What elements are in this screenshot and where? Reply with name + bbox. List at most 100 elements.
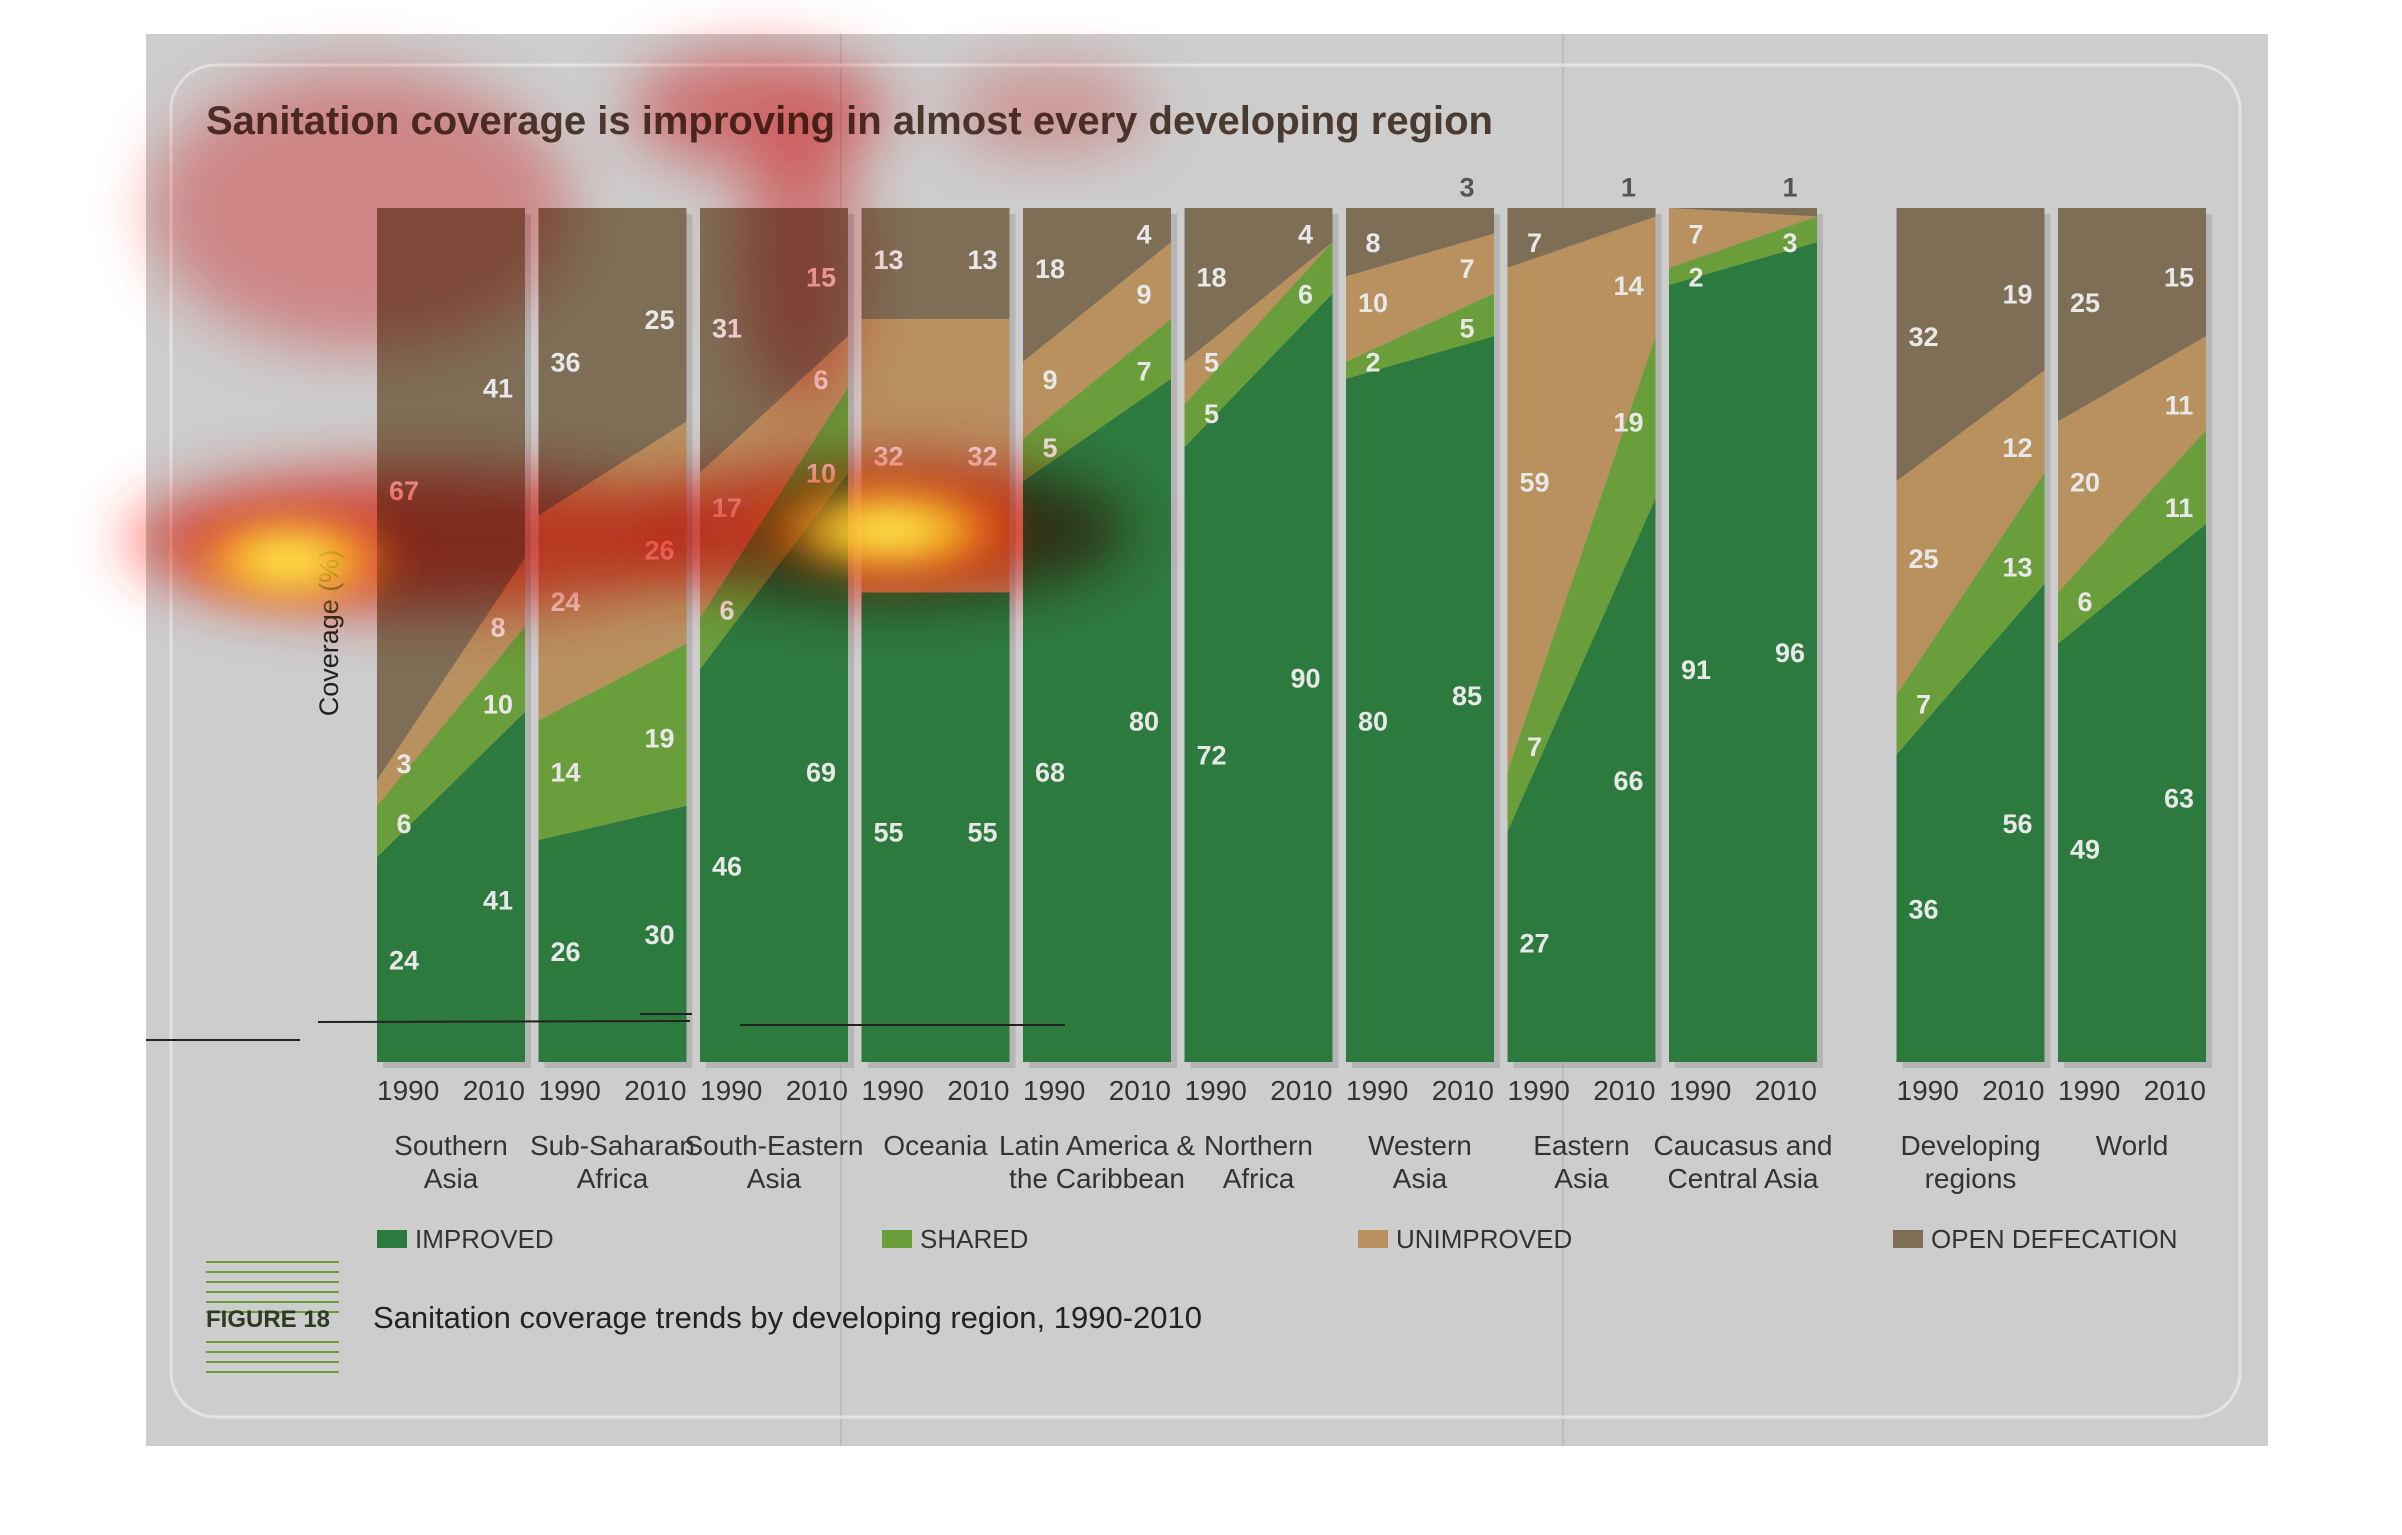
region-name: regions (1925, 1163, 2017, 1194)
data-label: 3 (1459, 173, 1474, 203)
area-shared (1023, 319, 1171, 482)
data-label: 56 (2002, 809, 2032, 839)
year-tick-1990: 1990 (1669, 1075, 1731, 1106)
area-open-defecation (1023, 208, 1171, 362)
year-tick-2010: 2010 (1593, 1075, 1655, 1106)
legend-swatch (882, 1230, 912, 1248)
area-open-defecation (1184, 208, 1333, 362)
area-shared (538, 643, 687, 840)
data-label: 19 (644, 723, 674, 753)
legend-label: UNIMPROVED (1396, 1224, 1572, 1254)
year-tick-1990: 1990 (1346, 1075, 1408, 1106)
data-label: 7 (1136, 356, 1151, 386)
figure-frame (169, 63, 2242, 1419)
legend-label: SHARED (920, 1224, 1028, 1254)
data-label: 26 (550, 937, 580, 967)
region-name: Eastern (1533, 1130, 1630, 1161)
area-improved (1346, 336, 1494, 1063)
region-name: South-Eastern (685, 1130, 864, 1161)
data-label: 36 (1908, 894, 1938, 924)
data-label: 68 (1035, 758, 1065, 788)
data-label: 32 (1908, 322, 1938, 352)
heat-core (170, 505, 410, 615)
area-shared (2058, 430, 2206, 644)
figure-label: FIGURE 18 (206, 1306, 330, 1333)
legend-swatch (1358, 1230, 1388, 1248)
area-shared (1507, 336, 1656, 832)
area-improved (700, 472, 848, 1062)
legend-label: OPEN DEFECATION (1931, 1224, 2178, 1254)
data-label: 10 (1358, 288, 1388, 318)
region-name: Asia (1554, 1163, 1609, 1194)
area-open-defecation (1346, 208, 1494, 277)
year-tick-1990: 1990 (1897, 1075, 1959, 1106)
data-label: 69 (806, 758, 836, 788)
area-improved (1669, 242, 1817, 1062)
area-shared (1184, 242, 1333, 448)
legend-swatch (377, 1230, 407, 1248)
data-label: 3 (396, 749, 411, 779)
region-panel: 1990 2010 World (2058, 208, 2212, 1161)
figure-stripes (206, 1261, 339, 1373)
data-label: 72 (1196, 741, 1226, 771)
year-tick-1990: 1990 (377, 1075, 439, 1106)
region-name: Central Asia (1668, 1163, 1819, 1194)
data-label: 11 (2165, 493, 2194, 523)
data-label: 25 (644, 305, 674, 335)
year-tick-1990: 1990 (862, 1075, 924, 1106)
area-open-defecation (1669, 208, 1817, 217)
data-label: 55 (967, 817, 997, 847)
data-label: 90 (1290, 664, 1320, 694)
data-label: 7 (1459, 254, 1474, 284)
data-label: 9 (1042, 365, 1057, 395)
data-label: 20 (2070, 467, 2100, 497)
year-tick-1990: 1990 (700, 1075, 762, 1106)
year-tick-2010: 2010 (624, 1075, 686, 1106)
area-unimproved (1669, 208, 1817, 268)
data-label: 25 (2070, 288, 2100, 318)
area-unimproved (1023, 242, 1171, 439)
data-label: 9 (1136, 279, 1151, 309)
area-open-defecation (1896, 208, 2045, 482)
data-label: 14 (1613, 271, 1643, 301)
data-label: 13 (967, 245, 997, 275)
region-name: Africa (1223, 1163, 1295, 1194)
data-label: 2 (1688, 262, 1703, 292)
year-tick-2010: 2010 (1982, 1075, 2044, 1106)
data-label: 19 (1613, 408, 1643, 438)
year-tick-1990: 1990 (1185, 1075, 1247, 1106)
area-improved (1896, 583, 2045, 1062)
heat-blob (950, 65, 1150, 155)
data-label: 6 (719, 595, 734, 625)
area-shared (377, 626, 525, 858)
legend-item-open-defecation: OPEN DEFECATION (1893, 1224, 2178, 1254)
data-label: 27 (1519, 928, 1549, 958)
data-label: 46 (712, 852, 742, 882)
legend: IMPROVED SHARED UNIMPROVED OPEN DEFECATION (377, 1224, 2178, 1254)
region-panel: 1990 2010 Latin America &the Caribbean (999, 208, 1195, 1194)
year-tick-1990: 1990 (539, 1075, 601, 1106)
data-label: 5 (1459, 314, 1474, 344)
year-tick-2010: 2010 (463, 1075, 525, 1106)
region-name: Southern (394, 1130, 508, 1161)
data-label: 66 (1613, 766, 1643, 796)
heat-core (750, 475, 1030, 585)
data-label: 1 (1782, 173, 1797, 203)
area-shared (1896, 472, 2045, 755)
data-label: 2 (1365, 348, 1380, 378)
year-tick-2010: 2010 (947, 1075, 1009, 1106)
area-unimproved (377, 558, 525, 806)
area-unimproved (1346, 233, 1494, 362)
area-shared (1346, 293, 1494, 379)
area-open-defecation (2058, 208, 2206, 422)
region-panel: 1990 2010 Oceania (861, 208, 1016, 1161)
heat-blob (740, 110, 860, 410)
legend-item-improved: IMPROVED (377, 1224, 554, 1254)
region-name: Africa (577, 1163, 649, 1194)
data-label: 3 (1782, 228, 1797, 258)
area-improved (2058, 523, 2206, 1062)
